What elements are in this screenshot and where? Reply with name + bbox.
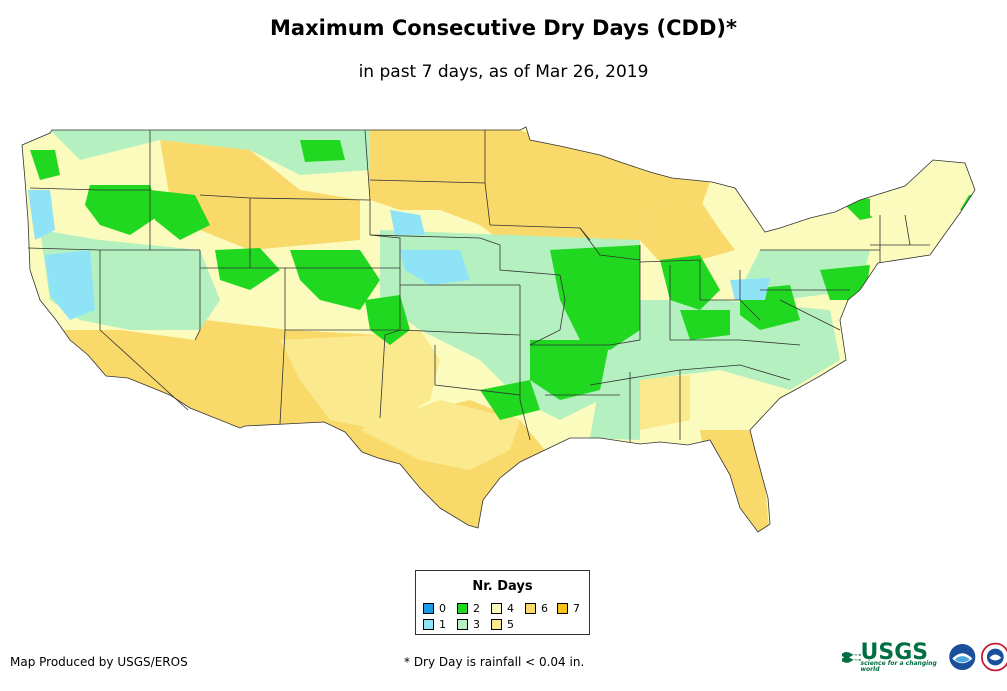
- legend-item-3: 3: [457, 618, 480, 631]
- legend-label-5: 5: [507, 618, 514, 631]
- agency-logos: USGS science for a changing world: [842, 640, 1007, 674]
- legend-label-7: 7: [573, 602, 580, 615]
- legend-item-2: 2: [457, 602, 480, 615]
- legend-item-0: 0: [423, 602, 446, 615]
- legend-item-1: 1: [423, 618, 446, 631]
- legend-item-5: 5: [491, 618, 514, 631]
- legend-swatch-4: [491, 603, 502, 614]
- legend-label-2: 2: [473, 602, 480, 615]
- us-dry-days-map: [21, 126, 976, 533]
- legend-swatch-0: [423, 603, 434, 614]
- legend-swatch-6: [525, 603, 536, 614]
- legend-swatch-2: [457, 603, 468, 614]
- legend-label-6: 6: [541, 602, 548, 615]
- legend-swatch-5: [491, 619, 502, 630]
- legend: Nr. Days 0 1 2 3 4 5 6 7: [415, 570, 590, 635]
- usgs-logo-text: USGS: [860, 639, 929, 665]
- map-subtitle: in past 7 days, as of Mar 26, 2019: [358, 62, 649, 82]
- usgs-wave-icon: [842, 651, 861, 663]
- legend-label-4: 4: [507, 602, 514, 615]
- state-boundaries: [21, 126, 976, 533]
- legend-swatch-1: [423, 619, 434, 630]
- map-title: Maximum Consecutive Dry Days (CDD)*: [270, 16, 737, 40]
- noaa-logo-icon: [948, 643, 977, 671]
- legend-swatch-3: [457, 619, 468, 630]
- legend-swatch-7: [557, 603, 568, 614]
- legend-item-7: 7: [557, 602, 580, 615]
- dry-day-footnote: * Dry Day is rainfall < 0.04 in.: [404, 655, 585, 669]
- usgs-logo: USGS science for a changing world: [842, 639, 942, 673]
- legend-label-1: 1: [439, 618, 446, 631]
- legend-title: Nr. Days: [472, 579, 533, 594]
- nws-logo-icon: [981, 642, 1007, 672]
- legend-label-3: 3: [473, 618, 480, 631]
- legend-item-6: 6: [525, 602, 548, 615]
- map-fill: [22, 127, 975, 532]
- legend-item-4: 4: [491, 602, 514, 615]
- usgs-tagline: science for a changing world: [860, 659, 937, 673]
- legend-label-0: 0: [439, 602, 446, 615]
- map-credit: Map Produced by USGS/EROS: [10, 655, 188, 669]
